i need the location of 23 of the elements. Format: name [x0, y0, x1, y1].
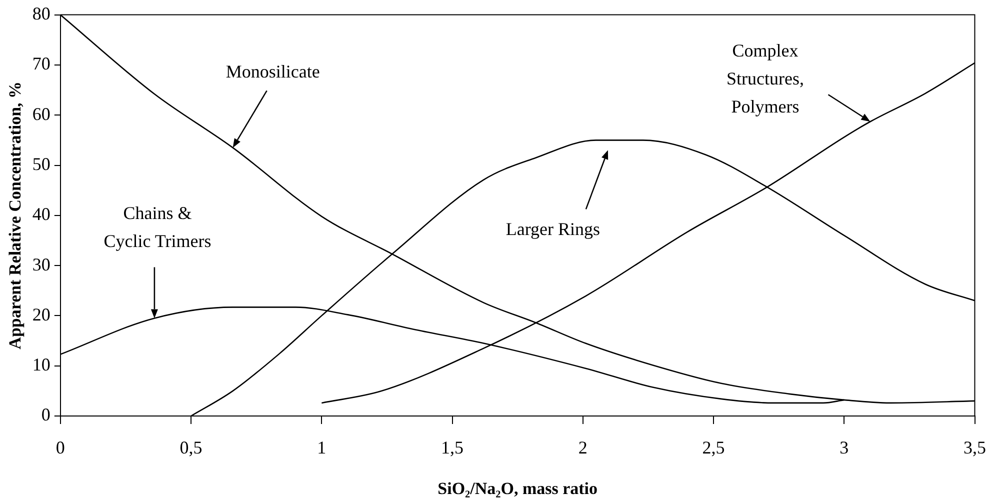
- x-tick-label: 1: [317, 438, 326, 458]
- y-tick-label: 0: [41, 404, 50, 425]
- y-tick-label: 80: [32, 4, 50, 24]
- y-tick-label: 60: [32, 104, 50, 124]
- x-tick-label: 2: [578, 438, 588, 458]
- text: Larger Rings: [506, 218, 600, 239]
- text: Complex Structures, Polymers: [726, 40, 804, 116]
- x-axis-title: SiO₂/Na₂O, mass ratio: [438, 479, 598, 498]
- y-axis-title: Apparent Relative Concentration, %: [6, 81, 25, 350]
- x-tick-label: 0,5: [180, 438, 202, 458]
- y-tick-label: 50: [32, 154, 50, 174]
- text: Monosilicate: [226, 61, 320, 82]
- x-tick-label: 3,5: [964, 438, 986, 458]
- x-tick-label: 2,5: [702, 438, 725, 458]
- y-tick-label: 10: [32, 354, 50, 375]
- y-tick-label: 20: [32, 304, 50, 324]
- x-tick-label: 3: [840, 438, 849, 458]
- text: Chains & Cyclic Trimers: [104, 202, 212, 251]
- x-tick-label: 0: [56, 438, 65, 458]
- x-tick-label: 1,5: [441, 438, 464, 458]
- y-tick-label: 70: [32, 54, 50, 74]
- y-tick-label: 40: [32, 204, 50, 224]
- y-tick-label: 30: [32, 254, 50, 274]
